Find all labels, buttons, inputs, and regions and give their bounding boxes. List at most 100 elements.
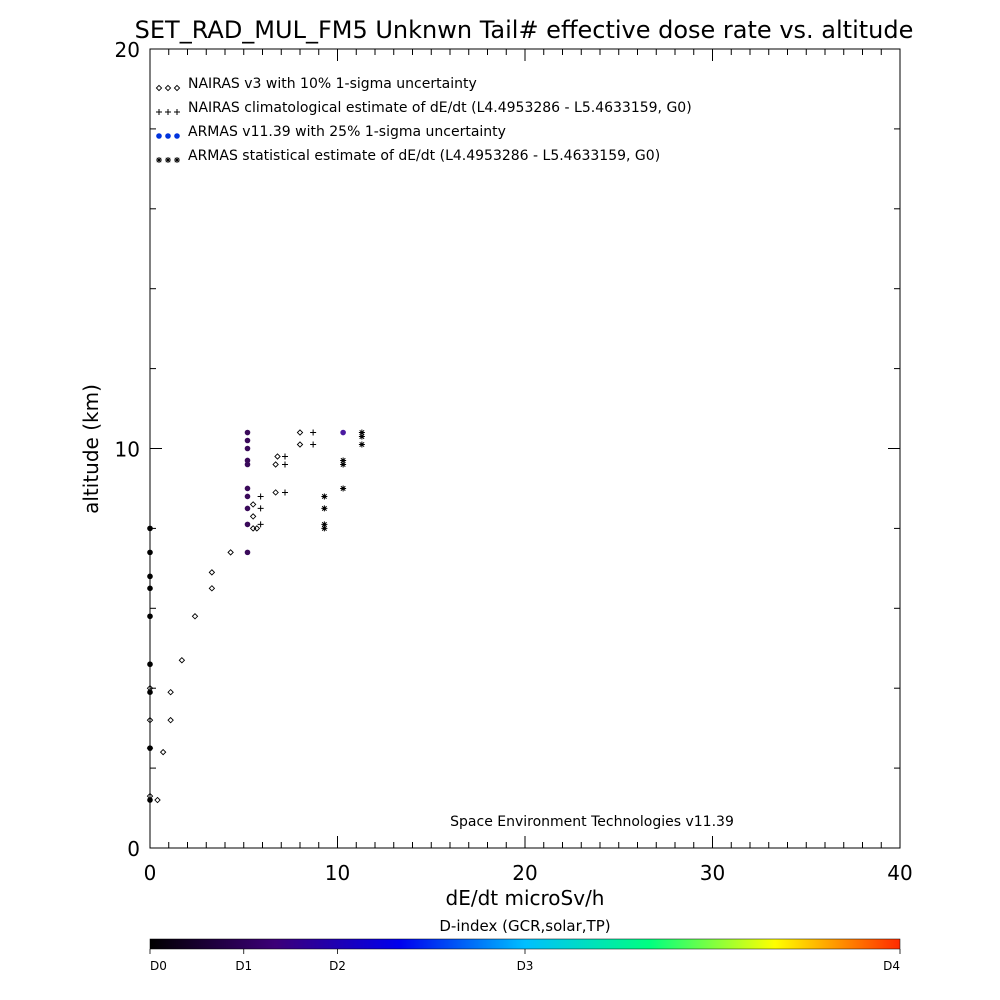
dot-marker bbox=[174, 133, 180, 139]
x-tick-label: 30 bbox=[700, 861, 725, 885]
data-point-series-0 bbox=[249, 525, 257, 532]
data-point-series-0 bbox=[167, 688, 174, 696]
data-point-series-3 bbox=[321, 525, 328, 532]
data-point-series-2 bbox=[244, 549, 251, 556]
data-point-series-2 bbox=[147, 549, 153, 556]
data-point-series-0 bbox=[296, 429, 304, 436]
data-point-series-2 bbox=[147, 525, 153, 532]
colorbar-label: D3 bbox=[517, 959, 534, 973]
diamond-marker bbox=[164, 84, 172, 92]
dot-marker bbox=[156, 133, 162, 139]
data-point-series-0 bbox=[274, 453, 281, 460]
data-point-series-2 bbox=[147, 573, 153, 580]
data-point-series-1 bbox=[282, 453, 288, 460]
x-tick-label: 20 bbox=[512, 861, 537, 885]
legend-label: ARMAS statistical estimate of dE/dt (L4.… bbox=[188, 148, 660, 164]
data-point-series-3 bbox=[340, 485, 347, 492]
colorbar-labels: D0 D1 D2 D3 D4 bbox=[149, 949, 901, 973]
colorbar-label: D2 bbox=[329, 959, 346, 973]
y-axis-label: altitude (km) bbox=[79, 384, 103, 514]
data-point-series-2 bbox=[244, 505, 251, 512]
data-point-series-0 bbox=[208, 569, 216, 576]
data-point-series-2 bbox=[244, 493, 251, 500]
data-point-series-2 bbox=[147, 613, 153, 620]
dot-marker bbox=[165, 133, 171, 139]
data-point-series-0 bbox=[272, 489, 279, 496]
data-point-series-0 bbox=[154, 796, 161, 804]
data-point-series-0 bbox=[159, 748, 167, 756]
x-tick-label: 40 bbox=[887, 861, 912, 885]
legend-label: NAIRAS climatological estimate of dE/dt … bbox=[188, 100, 692, 116]
data-point-series-1 bbox=[310, 429, 317, 436]
data-point-series-0 bbox=[227, 549, 234, 556]
data-point-series-3 bbox=[358, 429, 365, 436]
colorbar bbox=[149, 938, 901, 950]
legend-label: NAIRAS v3 with 10% 1-sigma uncertainty bbox=[188, 76, 477, 92]
asterisk-marker bbox=[165, 157, 171, 163]
x-tick-label: 10 bbox=[325, 861, 350, 885]
data-point-series-3 bbox=[340, 461, 347, 468]
axis-ticks bbox=[149, 48, 901, 849]
data-point-series-1 bbox=[257, 521, 264, 528]
chart-title: SET_RAD_MUL_FM5 Unknwn Tail# effective d… bbox=[135, 16, 914, 44]
data-point-series-1 bbox=[310, 441, 317, 448]
asterisk-marker bbox=[156, 157, 162, 163]
y-tick-label: 0 bbox=[127, 837, 140, 861]
data-point-series-3 bbox=[321, 521, 328, 528]
legend-entry: NAIRAS climatological estimate of dE/dt … bbox=[156, 100, 692, 116]
data-point-series-2 bbox=[244, 457, 251, 464]
data-point-series-2 bbox=[244, 485, 251, 492]
data-point-series-0 bbox=[167, 716, 174, 724]
data-point-series-0 bbox=[191, 613, 199, 620]
data-point-series-2 bbox=[147, 797, 153, 803]
legend-entry: ARMAS v11.39 with 25% 1-sigma uncertaint… bbox=[156, 124, 506, 140]
colorbar-label: D4 bbox=[883, 959, 900, 973]
data-point-series-0 bbox=[249, 501, 257, 508]
data-point-series-3 bbox=[321, 493, 328, 500]
x-axis-label: dE/dt microSv/h bbox=[446, 886, 605, 910]
data-point-series-2 bbox=[340, 429, 346, 436]
data-point-series-1 bbox=[282, 489, 288, 496]
y-tick-label: 10 bbox=[115, 438, 140, 462]
data-point-series-3 bbox=[340, 457, 347, 464]
legend-entry: ARMAS statistical estimate of dE/dt (L4.… bbox=[156, 148, 660, 164]
x-tick-label: 0 bbox=[144, 861, 157, 885]
legend: NAIRAS v3 with 10% 1-sigma uncertainty NA… bbox=[155, 76, 692, 164]
data-point-series-1 bbox=[257, 493, 264, 500]
colorbar-label: D0 bbox=[150, 959, 167, 973]
data-point-series-1 bbox=[282, 461, 288, 468]
data-point-series-3 bbox=[358, 433, 365, 440]
credit-annotation: Space Environment Technologies v11.39 bbox=[450, 814, 734, 830]
data-point-series-0 bbox=[253, 525, 261, 532]
data-point-series-3 bbox=[358, 441, 365, 448]
y-tick-label: 20 bbox=[115, 38, 140, 62]
data-point-series-0 bbox=[249, 513, 257, 520]
data-point-series-2 bbox=[147, 661, 153, 668]
data-point-series-2 bbox=[244, 461, 251, 468]
data-point-series-1 bbox=[257, 505, 264, 512]
diamond-marker bbox=[155, 84, 163, 92]
data-point-series-2 bbox=[147, 745, 153, 751]
data-point-series-3 bbox=[321, 505, 328, 512]
data-point-series-2 bbox=[244, 445, 251, 452]
colorbar-label: D1 bbox=[235, 959, 252, 973]
colorbar-title: D-index (GCR,solar,TP) bbox=[439, 917, 610, 935]
plus-marker bbox=[174, 109, 180, 115]
data-point-series-2 bbox=[244, 437, 251, 444]
axis-tick-labels: 0 10 20 30 40 0 10 20 bbox=[115, 38, 913, 885]
diamond-marker bbox=[173, 84, 181, 92]
data-point-series-2 bbox=[147, 585, 153, 592]
data-point-series-0 bbox=[296, 441, 304, 448]
plot-area bbox=[149, 48, 901, 849]
legend-entry: NAIRAS v3 with 10% 1-sigma uncertainty bbox=[155, 76, 477, 92]
data-point-series-2 bbox=[147, 689, 153, 695]
asterisk-marker bbox=[174, 157, 180, 163]
plus-marker bbox=[165, 109, 171, 115]
data-point-series-2 bbox=[244, 521, 251, 528]
data-point-series-0 bbox=[178, 656, 186, 664]
data-point-series-2 bbox=[244, 429, 251, 436]
data-point-series-0 bbox=[146, 716, 154, 724]
legend-label: ARMAS v11.39 with 25% 1-sigma uncertaint… bbox=[188, 124, 506, 140]
plus-marker bbox=[156, 109, 162, 115]
